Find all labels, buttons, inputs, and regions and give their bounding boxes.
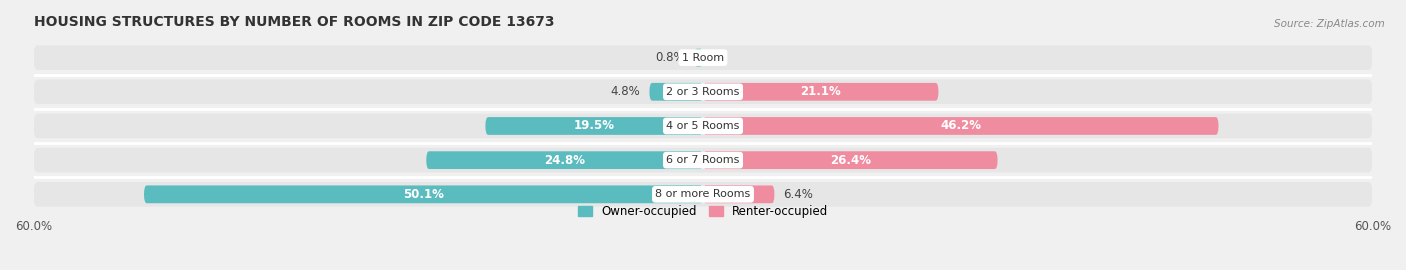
FancyBboxPatch shape xyxy=(485,117,703,135)
FancyBboxPatch shape xyxy=(426,151,703,169)
FancyBboxPatch shape xyxy=(34,148,1372,173)
FancyBboxPatch shape xyxy=(650,83,703,101)
FancyBboxPatch shape xyxy=(703,185,775,203)
Text: 26.4%: 26.4% xyxy=(830,154,870,167)
Text: 0.8%: 0.8% xyxy=(655,51,685,64)
FancyBboxPatch shape xyxy=(703,117,1219,135)
Text: 19.5%: 19.5% xyxy=(574,120,614,133)
FancyBboxPatch shape xyxy=(703,151,997,169)
FancyBboxPatch shape xyxy=(34,45,1372,70)
Text: 1 Room: 1 Room xyxy=(682,53,724,63)
Text: 4 or 5 Rooms: 4 or 5 Rooms xyxy=(666,121,740,131)
Text: 6.4%: 6.4% xyxy=(783,188,813,201)
FancyBboxPatch shape xyxy=(34,114,1372,138)
Text: HOUSING STRUCTURES BY NUMBER OF ROOMS IN ZIP CODE 13673: HOUSING STRUCTURES BY NUMBER OF ROOMS IN… xyxy=(34,15,554,29)
FancyBboxPatch shape xyxy=(34,182,1372,207)
Text: Source: ZipAtlas.com: Source: ZipAtlas.com xyxy=(1274,19,1385,29)
Text: 4.8%: 4.8% xyxy=(610,85,641,98)
Text: 21.1%: 21.1% xyxy=(800,85,841,98)
Text: 46.2%: 46.2% xyxy=(941,120,981,133)
Text: 2 or 3 Rooms: 2 or 3 Rooms xyxy=(666,87,740,97)
Text: 24.8%: 24.8% xyxy=(544,154,585,167)
FancyBboxPatch shape xyxy=(703,83,938,101)
Text: 8 or more Rooms: 8 or more Rooms xyxy=(655,189,751,199)
Text: 6 or 7 Rooms: 6 or 7 Rooms xyxy=(666,155,740,165)
Legend: Owner-occupied, Renter-occupied: Owner-occupied, Renter-occupied xyxy=(572,201,834,223)
Text: 50.1%: 50.1% xyxy=(404,188,444,201)
FancyBboxPatch shape xyxy=(695,49,703,66)
FancyBboxPatch shape xyxy=(34,79,1372,104)
FancyBboxPatch shape xyxy=(143,185,703,203)
